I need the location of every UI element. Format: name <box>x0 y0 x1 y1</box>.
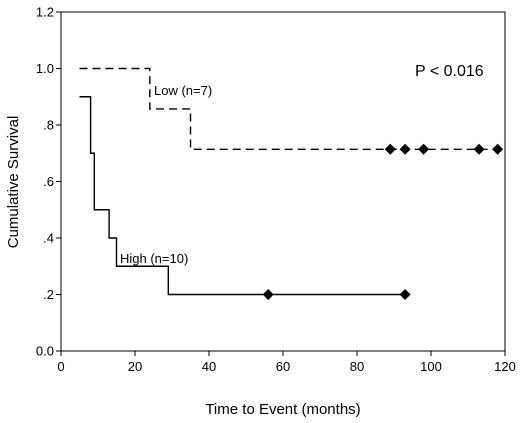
x-tick-label: 60 <box>276 359 290 374</box>
censor-marker <box>418 143 430 155</box>
x-axis-ticks: 0 20 40 60 80 100 120 <box>57 351 516 374</box>
y-axis-label: Cumulative Survival <box>5 116 22 249</box>
y-tick-label: 1.2 <box>36 5 54 20</box>
series-label-high: High (n=10) <box>120 251 188 266</box>
y-tick-label: .2 <box>43 287 54 302</box>
censor-markers <box>262 143 504 300</box>
series-layer <box>79 67 498 296</box>
p-value-annotation: P < 0.016 <box>415 63 484 80</box>
y-tick-label: .6 <box>43 174 54 189</box>
series-line-low <box>79 67 498 150</box>
censor-marker <box>492 143 504 155</box>
x-tick-label: 0 <box>57 359 64 374</box>
x-tick-label: 20 <box>128 359 142 374</box>
y-tick-label: 1.0 <box>36 61 54 76</box>
x-axis-label: Time to Event (months) <box>205 401 360 418</box>
censor-marker <box>262 289 274 300</box>
censor-marker <box>399 143 411 155</box>
x-tick-label: 40 <box>202 359 216 374</box>
y-tick-label: 0.0 <box>36 344 54 359</box>
x-tick-label: 80 <box>350 359 364 374</box>
x-tick-label: 120 <box>494 359 516 374</box>
censor-marker <box>473 143 485 155</box>
y-tick-label: .4 <box>43 231 54 246</box>
x-tick-label: 100 <box>420 359 442 374</box>
y-tick-label: .8 <box>43 118 54 133</box>
y-axis-ticks: 0.0 .2 .4 .6 .8 1.0 1.2 <box>36 5 61 359</box>
series-line-high <box>79 96 406 296</box>
censor-marker <box>399 289 411 300</box>
censor-marker <box>384 143 396 155</box>
series-label-low: Low (n=7) <box>154 83 212 98</box>
